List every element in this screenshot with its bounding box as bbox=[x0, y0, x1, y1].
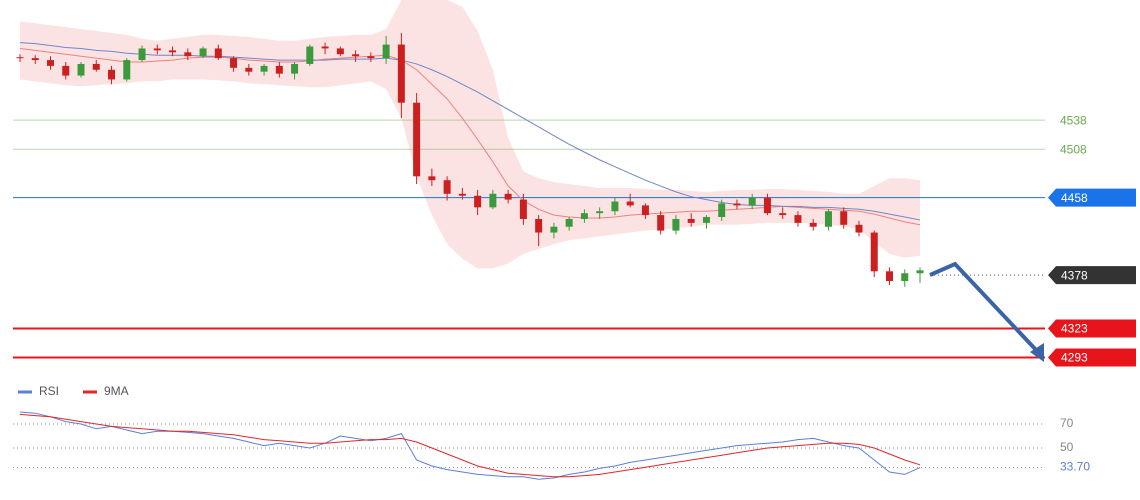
candle-body bbox=[214, 48, 222, 59]
level-label-box bbox=[1048, 188, 1136, 207]
candle-body bbox=[443, 180, 451, 194]
candle-body bbox=[260, 65, 268, 72]
forecast-arrow bbox=[929, 261, 1040, 354]
candle-body bbox=[199, 48, 207, 57]
candle-body bbox=[184, 52, 192, 57]
candle-body bbox=[794, 215, 802, 223]
forecast-arrow-head bbox=[1030, 343, 1044, 362]
level-label: 4458 bbox=[1061, 191, 1088, 205]
candle-body bbox=[504, 193, 512, 200]
candle-body bbox=[123, 60, 131, 80]
candle-body bbox=[153, 48, 161, 51]
candle-body bbox=[626, 201, 634, 206]
candle-body bbox=[672, 218, 680, 231]
candle-body bbox=[428, 176, 436, 181]
level-label: 4293 bbox=[1061, 351, 1088, 365]
candle-body bbox=[687, 218, 695, 223]
candle-body bbox=[718, 203, 726, 218]
candle-body bbox=[275, 65, 283, 74]
candle-body bbox=[611, 201, 619, 212]
candle-body bbox=[519, 199, 527, 219]
candle-body bbox=[169, 50, 177, 53]
candle-body bbox=[855, 224, 863, 233]
candle-body bbox=[580, 213, 588, 219]
level-label: 4323 bbox=[1061, 322, 1088, 336]
candle-body bbox=[62, 65, 70, 76]
candle-body bbox=[245, 67, 253, 72]
candle-body bbox=[641, 205, 649, 216]
candle-body bbox=[596, 211, 604, 214]
candle-body bbox=[763, 197, 771, 214]
candle-body bbox=[885, 271, 893, 281]
legend-label: 9MA bbox=[104, 384, 129, 398]
candle-body bbox=[809, 222, 817, 227]
level-label: 4378 bbox=[1061, 268, 1088, 282]
candle-body bbox=[92, 63, 100, 70]
y-tick-label: 70 bbox=[1060, 416, 1074, 430]
candle-body bbox=[657, 215, 665, 231]
candle-body bbox=[306, 46, 314, 64]
level-label-box bbox=[1048, 348, 1136, 367]
candle-body bbox=[47, 60, 55, 66]
candle-body bbox=[382, 44, 390, 59]
candle-body bbox=[916, 270, 924, 274]
level-label-box bbox=[1048, 266, 1136, 285]
level-label: 4538 bbox=[1060, 113, 1087, 127]
candle-body bbox=[336, 48, 344, 55]
candle-body bbox=[824, 211, 832, 227]
candle-body bbox=[779, 213, 787, 216]
candle-body bbox=[31, 58, 39, 61]
legend-label: RSI bbox=[39, 384, 59, 398]
candle-body bbox=[291, 63, 299, 74]
candle-body bbox=[321, 46, 329, 49]
candle-body bbox=[77, 63, 85, 76]
level-label: 4508 bbox=[1060, 142, 1087, 156]
candle-body bbox=[352, 54, 360, 57]
candle-body bbox=[702, 217, 710, 223]
candle-body bbox=[550, 226, 558, 233]
indicator-line bbox=[19, 413, 921, 478]
candle-body bbox=[748, 197, 756, 206]
candle-body bbox=[733, 203, 741, 206]
candle-body bbox=[535, 218, 543, 233]
candle-body bbox=[870, 232, 878, 272]
candle-body bbox=[458, 193, 466, 196]
candle-body bbox=[489, 193, 497, 208]
bollinger-band bbox=[20, 0, 920, 269]
candle-body bbox=[901, 273, 909, 281]
y-tick-label: 50 bbox=[1060, 440, 1074, 454]
candle-body bbox=[565, 218, 573, 227]
current-label: 33.70 bbox=[1060, 460, 1090, 474]
candle-body bbox=[840, 211, 848, 225]
candle-body bbox=[138, 48, 146, 61]
candle-body bbox=[413, 102, 421, 177]
candle-body bbox=[474, 195, 482, 208]
candle-body bbox=[397, 44, 405, 103]
candle-body bbox=[367, 56, 375, 59]
level-label-box bbox=[1048, 319, 1136, 338]
candle-body bbox=[108, 69, 116, 80]
candle-body bbox=[230, 58, 238, 68]
candle-body bbox=[16, 57, 24, 59]
